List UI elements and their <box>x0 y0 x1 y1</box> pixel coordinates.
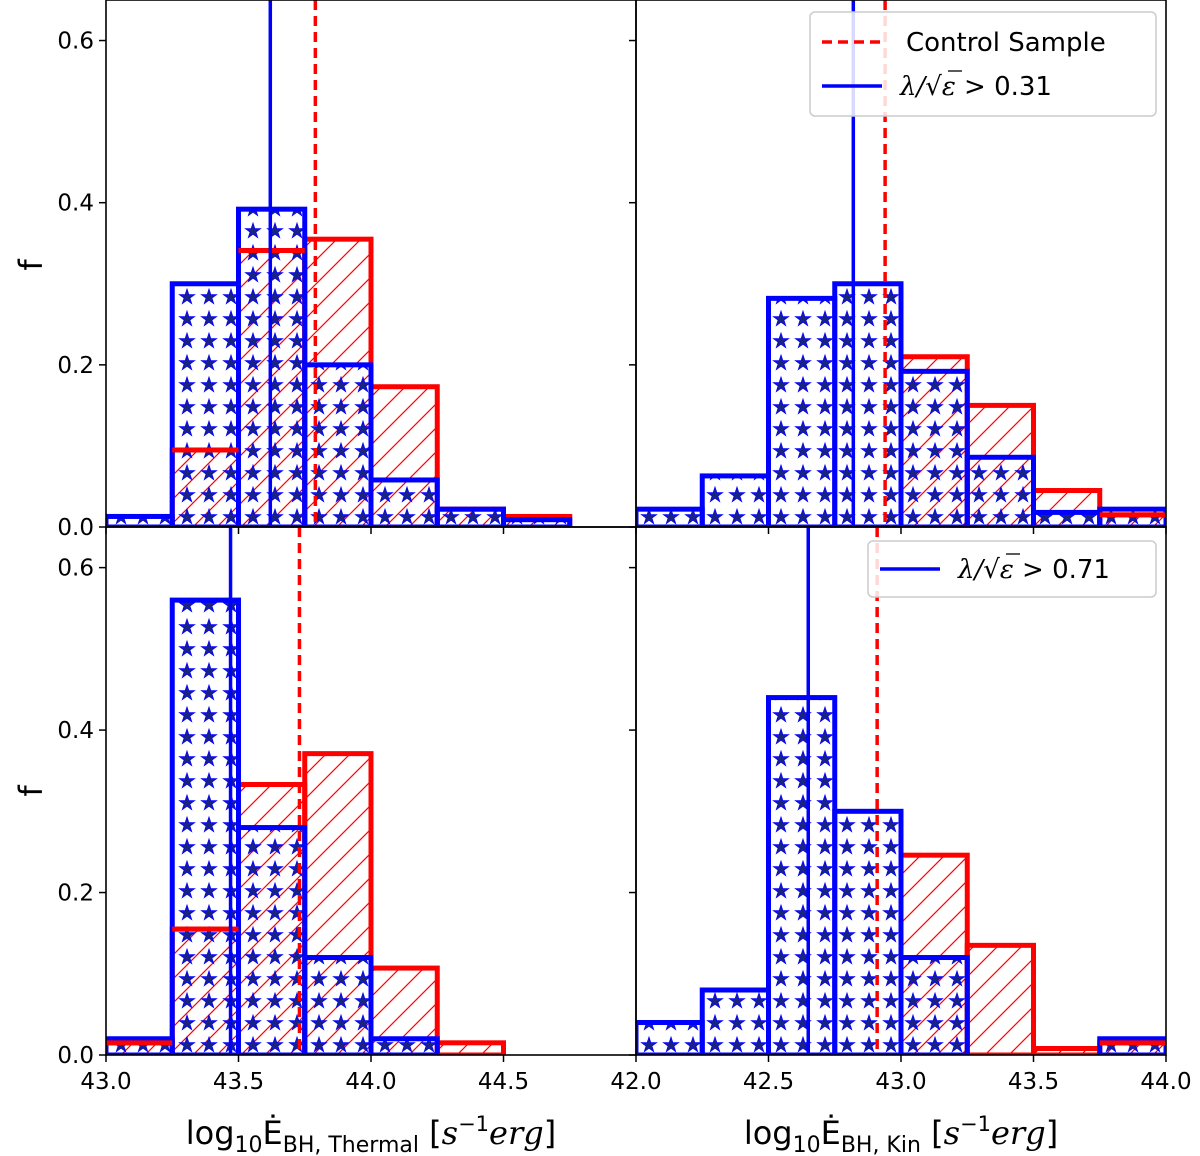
legend-selected-label: λ/√ε > 0.31 <box>899 72 1052 102</box>
selected-bar <box>368 1036 440 1055</box>
x-tick-label: 43.0 <box>875 1069 926 1095</box>
selected-bar <box>964 454 1036 527</box>
xlabel-edot: Ė <box>263 1114 283 1152</box>
legend-bottom: λ/√ε > 0.71 <box>867 540 1157 598</box>
panel-thermal-071: 0.0 0.2 0.4 0.6 43.0 43.5 44.0 44.5 <box>57 526 637 1095</box>
panel-kin-031 <box>629 0 1167 534</box>
xlabel-units-s: s <box>442 1114 458 1152</box>
x-axis-title-kin: log10ĖBH, Kin [s−1erg] <box>744 1112 1058 1156</box>
y-axis-title-bottom: f <box>12 785 50 797</box>
xlabel-units-erg-kin: erg <box>991 1114 1046 1152</box>
x-tick-label: 43.5 <box>213 1069 264 1095</box>
x-tick-label: 42.0 <box>610 1069 661 1095</box>
control-bar <box>1031 1046 1103 1055</box>
xlabel-log: log <box>186 1114 235 1152</box>
selected-bar <box>832 281 904 527</box>
xlabel-units-sup: −1 <box>458 1112 489 1136</box>
legend-top-frame <box>809 11 1157 117</box>
xlabel-units-s-kin: s <box>944 1114 960 1152</box>
x-tick-label: 44.0 <box>1140 1069 1191 1095</box>
plot-area <box>636 0 1166 527</box>
y-tick-label: 0.6 <box>57 556 94 582</box>
xlabel-units-sup-kin: −1 <box>960 1112 991 1136</box>
y-tick-label: 0.2 <box>57 353 94 379</box>
selected-bar <box>898 955 970 1055</box>
selected-bar <box>699 987 771 1055</box>
y-tick-label: 0.0 <box>57 1043 94 1069</box>
y-tick-label: 0.2 <box>57 881 94 907</box>
xlabel-units-close: ] <box>544 1114 556 1152</box>
selected-bar <box>106 513 175 527</box>
legend-lambda-bottom: λ/√ <box>957 555 1000 585</box>
legend-threshold-bottom: > 0.71 <box>1014 555 1110 585</box>
legend-top: Control Sample λ/√ε > 0.31 <box>809 11 1157 117</box>
x-tick-label: 44.5 <box>478 1069 529 1095</box>
selected-bar <box>1031 509 1103 527</box>
xlabel-edot-kin: Ė <box>821 1114 841 1152</box>
control-bar <box>434 1040 506 1055</box>
xlabel-units-open-kin: [ <box>921 1114 944 1152</box>
selected-bar <box>236 825 308 1055</box>
x-tick-label: 42.5 <box>743 1069 794 1095</box>
plot-area <box>106 527 506 1055</box>
panel-kin-071: 42.0 42.5 43.0 43.5 44.0 <box>610 526 1192 1095</box>
xlabel-edot-sub-kin: BH, Kin <box>841 1133 921 1156</box>
selected-bar <box>898 368 970 527</box>
control-bar <box>964 942 1036 1055</box>
legend-selected-label-bottom: λ/√ε > 0.71 <box>957 555 1110 585</box>
panel-thermal-031: 0.0 0.2 0.4 0.6 <box>57 0 637 541</box>
xlabel-units-close-kin: ] <box>1046 1114 1058 1152</box>
selected-bar <box>766 295 838 527</box>
y-tick-label: 0.4 <box>57 718 94 744</box>
xlabel-log-sub: 10 <box>235 1133 263 1156</box>
y-tick-label: 0.0 <box>57 515 94 541</box>
selected-bar <box>766 695 838 1055</box>
selected-bar <box>832 808 904 1055</box>
selected-bar <box>169 597 241 1055</box>
y-tick-label: 0.4 <box>57 191 94 217</box>
legend-lambda: λ/√ <box>899 72 942 102</box>
legend-control-label: Control Sample <box>906 28 1106 58</box>
legend-threshold: > 0.31 <box>956 72 1052 102</box>
legend-eps: ε <box>942 72 956 102</box>
plot-area <box>106 0 573 527</box>
plot-area <box>636 527 1166 1055</box>
xlabel-units-erg: erg <box>489 1114 544 1152</box>
selected-bar <box>434 506 506 527</box>
x-tick-label: 43.5 <box>1008 1069 1059 1095</box>
y-tick-label: 0.6 <box>57 29 94 55</box>
selected-bar <box>699 473 771 527</box>
x-tick-label: 44.0 <box>345 1069 396 1095</box>
legend-bottom-frame <box>867 540 1157 598</box>
selected-bar <box>501 517 573 527</box>
selected-bar <box>368 477 440 527</box>
legend-eps-bottom: ε <box>1000 555 1014 585</box>
selected-bar <box>1097 506 1166 527</box>
xlabel-log-sub-kin: 10 <box>793 1133 821 1156</box>
xlabel-units-open: [ <box>419 1114 442 1152</box>
x-tick-label: 43.0 <box>80 1069 131 1095</box>
selected-bar <box>302 955 374 1055</box>
x-axis-title-thermal: log10ĖBH, Thermal [s−1erg] <box>186 1112 556 1156</box>
selected-bar <box>169 281 241 527</box>
xlabel-edot-sub: BH, Thermal <box>283 1133 419 1156</box>
y-axis-title-top: f <box>12 259 50 271</box>
xlabel-log-kin: log <box>744 1114 793 1152</box>
selected-bar <box>636 506 705 527</box>
selected-bar <box>636 1020 705 1055</box>
